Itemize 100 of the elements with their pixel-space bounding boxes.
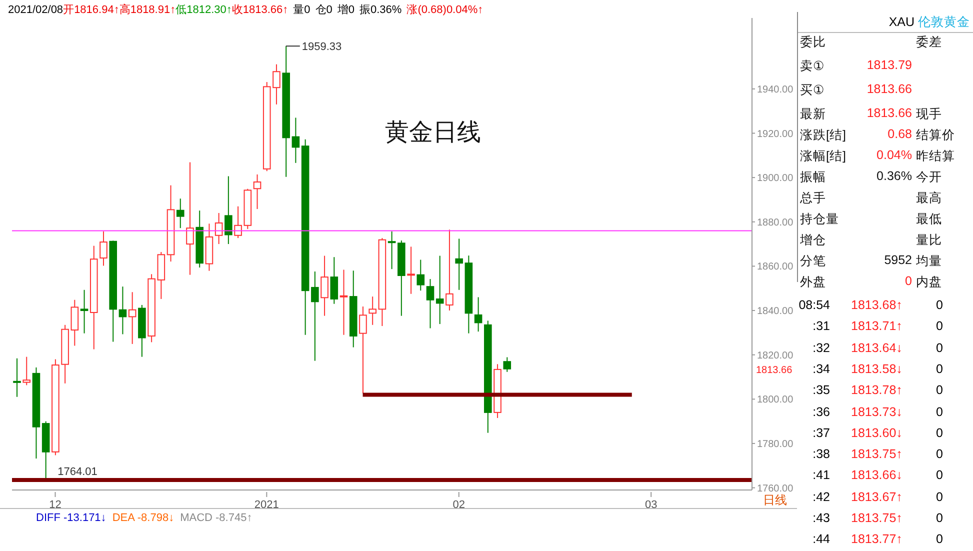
- text: 总手: [800, 190, 826, 207]
- text: :36: [812, 404, 830, 418]
- text: 买①: [800, 82, 824, 99]
- text: 1813.75↑: [851, 511, 902, 525]
- text: 2021/02/08: [8, 4, 64, 16]
- text: DIFF -13.171↓: [36, 512, 106, 524]
- text: 日线: [762, 492, 788, 509]
- text: 1813.66: [866, 82, 912, 96]
- text: 0: [905, 274, 912, 288]
- text: 委比: [800, 34, 826, 51]
- text: 最新: [800, 106, 826, 123]
- text: 持仓量: [800, 211, 839, 228]
- text: 高1818.91↑: [119, 4, 176, 16]
- text: 黄金日线: [385, 118, 481, 148]
- text: 1813.68↑: [851, 298, 902, 312]
- candlestick: [22, 356, 31, 386]
- candlestick: [503, 356, 512, 372]
- text: 0: [936, 490, 943, 504]
- candlestick: [426, 278, 434, 329]
- text: 0.36%: [876, 169, 912, 183]
- text: DEA -8.798↓: [112, 512, 174, 524]
- text: 0.04%: [876, 148, 912, 162]
- text: 1813.73↓: [851, 404, 902, 418]
- text: 0: [936, 298, 943, 312]
- candlestick: [407, 246, 415, 294]
- candlestick: [176, 198, 184, 229]
- candlestick: [311, 271, 319, 362]
- text: :35: [812, 383, 830, 398]
- text: 量比: [916, 232, 942, 249]
- text: 1813.66↓: [851, 468, 902, 482]
- text: 1813.71↑: [851, 319, 902, 334]
- text: :44: [812, 532, 830, 546]
- text: 振0.36%: [360, 4, 402, 16]
- text: 结算价: [916, 127, 955, 144]
- y-tick-label: 1760.00: [757, 483, 794, 494]
- text: 昨结算: [916, 148, 955, 165]
- y-tick-label: 1920.00: [757, 128, 794, 140]
- candlestick: [416, 259, 425, 292]
- candlestick: [368, 296, 376, 326]
- text: 0: [936, 362, 943, 376]
- candlestick: [80, 289, 88, 334]
- text: :31: [812, 319, 830, 334]
- text: 今开: [916, 169, 942, 186]
- x-tick-label: 02: [452, 499, 466, 511]
- text: :37: [812, 426, 830, 440]
- text: 1813.79: [866, 58, 912, 72]
- candlestick: [100, 230, 108, 266]
- candlestick: [224, 176, 232, 245]
- text: 涨幅[结]: [800, 148, 846, 165]
- text: :42: [812, 490, 830, 504]
- candlestick: [253, 174, 262, 210]
- candlestick: [128, 292, 136, 344]
- text: 开1816.94↑: [63, 4, 120, 16]
- candlestick: [292, 117, 300, 164]
- text: 仓0: [315, 4, 332, 16]
- text: 1813.66: [866, 106, 912, 120]
- text: 0: [936, 426, 943, 440]
- text: 内盘: [916, 274, 942, 291]
- text: 1813.75↑: [851, 447, 902, 462]
- text: 1813.64↓: [851, 340, 902, 355]
- text: 0: [936, 404, 943, 418]
- candlestick: [359, 306, 367, 394]
- y-tick-label: 1780.00: [757, 439, 794, 450]
- text: 委差: [916, 34, 942, 51]
- candlestick: [330, 256, 338, 304]
- text: 卖①: [800, 58, 824, 75]
- text: 0: [936, 532, 943, 546]
- text: 0: [936, 447, 943, 462]
- text: 振幅: [800, 169, 826, 186]
- candlestick: [70, 299, 79, 346]
- text: 涨(0.68)0.04%↑: [406, 4, 484, 16]
- text: 0: [936, 383, 943, 398]
- text: 0: [936, 319, 943, 334]
- text: 量0: [293, 4, 310, 16]
- text: 5952: [884, 253, 912, 267]
- text: 外盘: [800, 274, 826, 291]
- candlestick: [446, 229, 454, 312]
- candlestick: [474, 296, 482, 332]
- text: 1813.77↑: [851, 532, 902, 546]
- text: 0: [936, 511, 943, 525]
- text: 08:54: [798, 298, 830, 312]
- text: :38: [812, 447, 830, 462]
- text: 增0: [337, 4, 354, 16]
- text: :32: [812, 340, 830, 355]
- annotation: 1959.33: [302, 41, 342, 54]
- candlestick: [340, 269, 348, 336]
- candlestick: [320, 255, 328, 316]
- text: 收1813.66↑: [232, 4, 288, 16]
- text: 均量: [916, 253, 942, 270]
- text: 涨跌[结]: [800, 127, 846, 144]
- x-tick-label: 12: [49, 499, 62, 511]
- x-tick-label: 03: [644, 499, 658, 511]
- candlestick: [214, 212, 223, 245]
- y-tick-label: 1840.00: [757, 306, 794, 318]
- y-tick-label: 1900.00: [757, 173, 794, 184]
- text: :41: [812, 468, 830, 482]
- text: 0: [936, 468, 943, 482]
- text: 低1812.30↑: [176, 4, 232, 16]
- text: XAU: [888, 15, 916, 29]
- text: 1813.67↑: [851, 490, 902, 504]
